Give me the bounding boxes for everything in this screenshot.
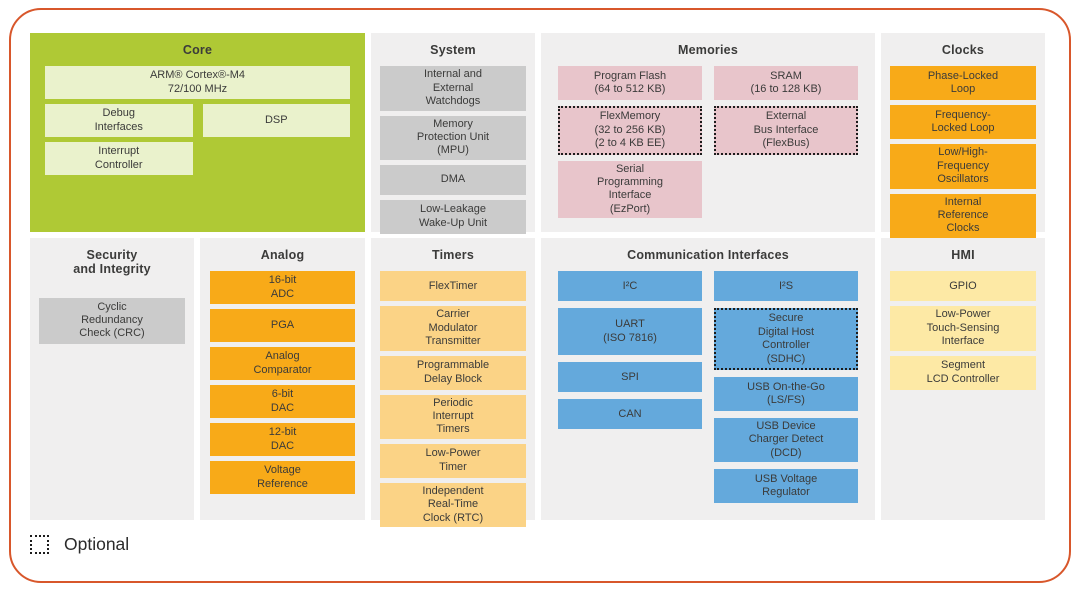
block-analog-comparator: Analog Comparator [210, 347, 355, 381]
block-mpu: Memory Protection Unit (MPU) [380, 115, 526, 160]
section-memories-title: Memories [678, 43, 738, 57]
block-programmable-delay-block: Programmable Delay Block [380, 355, 526, 390]
block-watchdogs: Internal and External Watchdogs [380, 66, 526, 111]
legend-optional: Optional [30, 534, 129, 555]
block-spi: SPI [558, 362, 702, 393]
section-analog: Analog 16-bit ADC PGA Analog Comparator … [200, 238, 365, 520]
block-flextimer: FlexTimer [380, 271, 526, 302]
block-carrier-modulator-transmitter: Carrier Modulator Transmitter [380, 306, 526, 351]
block-gpio: GPIO [890, 271, 1036, 302]
block-touch-sensing-interface: Low-Power Touch-Sensing Interface [890, 306, 1036, 351]
section-core-title: Core [182, 43, 213, 57]
core-blocks: ARM® Cortex®-M4 72/100 MHz Debug Interfa… [45, 66, 350, 176]
block-debug-interfaces: Debug Interfaces [45, 104, 193, 138]
block-ezport: Serial Programming Interface (EzPort) [558, 160, 702, 219]
block-fll: Frequency- Locked Loop [890, 105, 1036, 140]
section-core: Core ARM® Cortex®-M4 72/100 MHz Debug In… [30, 33, 365, 232]
section-system-title: System [430, 43, 476, 57]
block-uart: UART (ISO 7816) [558, 308, 702, 356]
block-program-flash: Program Flash (64 to 512 KB) [558, 66, 702, 101]
block-arm-cortex-m4: ARM® Cortex®-M4 72/100 MHz [45, 66, 350, 100]
block-crc: Cyclic Redundancy Check (CRC) [39, 297, 185, 344]
block-internal-reference-clocks: Internal Reference Clocks [890, 193, 1036, 238]
section-hmi: HMI GPIO Low-Power Touch-Sensing Interfa… [881, 238, 1045, 520]
block-interrupt-controller: Interrupt Controller [45, 142, 193, 176]
block-6bit-dac: 6-bit DAC [210, 385, 355, 419]
block-voltage-reference: Voltage Reference [210, 461, 355, 495]
optional-label: Optional [64, 534, 130, 554]
section-clocks-title: Clocks [941, 43, 985, 57]
section-security-integrity: Security and Integrity Cyclic Redundancy… [30, 238, 194, 520]
section-communication-interfaces: Communication Interfaces I²C UART (ISO 7… [541, 238, 875, 520]
block-sdhc: Secure Digital Host Controller (SDHC) [714, 308, 858, 370]
section-hmi-title: HMI [951, 248, 975, 262]
block-low-power-timer: Low-Power Timer [380, 443, 526, 478]
block-flexmemory: FlexMemory (32 to 256 KB) (2 to 4 KB EE) [558, 106, 702, 155]
diagram-border [9, 8, 1071, 583]
section-timers: Timers FlexTimer Carrier Modulator Trans… [371, 238, 535, 528]
block-16bit-adc: 16-bit ADC [210, 271, 355, 305]
block-usb-dcd: USB Device Charger Detect (DCD) [714, 418, 858, 463]
block-rtc: Independent Real-Time Clock (RTC) [380, 482, 526, 528]
block-can: CAN [558, 399, 702, 430]
block-pll: Phase-Locked Loop [890, 66, 1036, 101]
section-timers-title: Timers [432, 248, 474, 262]
optional-dashed-box-icon [30, 535, 49, 554]
section-security-title: Security and Integrity [73, 248, 151, 277]
block-llwu: Low-Leakage Wake-Up Unit [380, 199, 526, 234]
block-pga: PGA [210, 309, 355, 343]
block-oscillators: Low/High- Frequency Oscillators [890, 144, 1036, 189]
block-dma: DMA [380, 164, 526, 195]
section-system: System Internal and External Watchdogs M… [371, 33, 535, 234]
section-analog-title: Analog [260, 248, 305, 262]
section-clocks: Clocks Phase-Locked Loop Frequency- Lock… [881, 33, 1045, 238]
section-memories: Memories Program Flash (64 to 512 KB) Fl… [541, 33, 875, 232]
block-dsp: DSP [202, 104, 350, 138]
block-i2c: I²C [558, 271, 702, 302]
block-usb-otg: USB On-the-Go (LS/FS) [714, 377, 858, 411]
block-usb-voltage-regulator: USB Voltage Regulator [714, 469, 858, 504]
block-periodic-interrupt-timers: Periodic Interrupt Timers [380, 394, 526, 439]
block-segment-lcd-controller: Segment LCD Controller [890, 355, 1036, 390]
diagram-board: Core ARM® Cortex®-M4 72/100 MHz Debug In… [30, 33, 1045, 528]
section-comm-title: Communication Interfaces [627, 248, 789, 262]
block-i2s: I²S [714, 271, 858, 302]
block-sram: SRAM (16 to 128 KB) [714, 66, 858, 101]
block-flexbus: External Bus Interface (FlexBus) [714, 106, 858, 155]
block-12bit-dac: 12-bit DAC [210, 423, 355, 457]
